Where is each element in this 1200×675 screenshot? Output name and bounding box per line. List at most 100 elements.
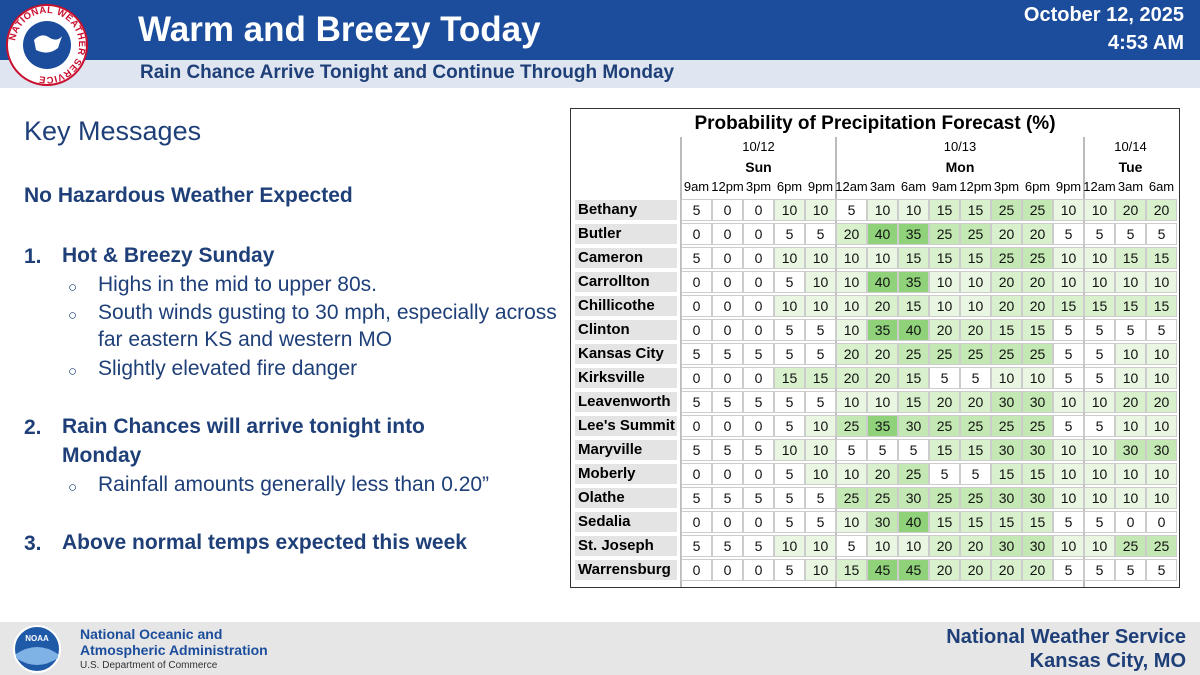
- pop-cell: 10: [898, 199, 929, 221]
- row-label: Moberly: [575, 464, 677, 484]
- pop-cell: 10: [1053, 463, 1084, 485]
- pop-cell: 30: [898, 487, 929, 509]
- pop-cell: 10: [929, 295, 960, 317]
- pop-cell: 15: [960, 439, 991, 461]
- pop-cell: 5: [1053, 511, 1084, 533]
- pop-cell: 5: [1084, 511, 1115, 533]
- office-location: Kansas City, MO: [1029, 650, 1186, 672]
- pop-cell: 5: [1084, 559, 1115, 581]
- pop-cell: 20: [960, 319, 991, 341]
- pop-cell: 20: [867, 367, 898, 389]
- bullet-text: Highs in the mid to upper 80s.: [98, 273, 377, 296]
- pop-cell: 10: [898, 535, 929, 557]
- pop-cell: 20: [929, 559, 960, 581]
- pop-cell: 10: [805, 199, 836, 221]
- pop-cell: 5: [774, 319, 805, 341]
- pop-cell: 5: [712, 487, 743, 509]
- group-day: Sun: [745, 159, 772, 175]
- pop-cell: 5: [805, 391, 836, 413]
- group-date: 10/14: [1114, 139, 1147, 154]
- pop-cell: 20: [1146, 391, 1177, 413]
- pop-cell: 30: [898, 415, 929, 437]
- pop-cell: 10: [960, 271, 991, 293]
- pop-cell: 0: [743, 415, 774, 437]
- pop-cell: 5: [805, 487, 836, 509]
- row-label: Cameron: [575, 248, 677, 268]
- table-title: Probability of Precipitation Forecast (%…: [694, 113, 1056, 134]
- row-label: Leavenworth: [575, 392, 677, 412]
- pop-cell: 5: [774, 343, 805, 365]
- row-label: Chillicothe: [575, 296, 677, 316]
- time: 4:53 AM: [1108, 32, 1184, 54]
- bullet-text: Slightly elevated fire danger: [98, 357, 358, 380]
- pop-cell: 30: [991, 439, 1022, 461]
- pop-cell: 10: [867, 247, 898, 269]
- pop-cell: 10: [774, 247, 805, 269]
- pop-cell: 10: [1146, 271, 1177, 293]
- pop-cell: 25: [929, 415, 960, 437]
- pop-cell: 5: [1084, 415, 1115, 437]
- pop-cell: 10: [805, 415, 836, 437]
- pop-cell: 25: [929, 223, 960, 245]
- pop-cell: 25: [929, 343, 960, 365]
- pop-cell: 15: [1115, 295, 1146, 317]
- pop-cell: 15: [774, 367, 805, 389]
- bullet-text: Rainfall amounts generally less than 0.2…: [98, 473, 490, 496]
- pop-cell: 5: [1084, 319, 1115, 341]
- pop-cell: 5: [712, 391, 743, 413]
- bullet-symbol: ○: [68, 279, 78, 296]
- pop-cell: 5: [1053, 343, 1084, 365]
- pop-cell: 20: [867, 295, 898, 317]
- section-title: Key Messages: [24, 116, 202, 146]
- pop-cell: 10: [1022, 367, 1053, 389]
- pop-cell: 10: [1053, 439, 1084, 461]
- row-label: Kirksville: [575, 368, 677, 388]
- pop-cell: 40: [867, 271, 898, 293]
- pop-cell: 10: [1053, 199, 1084, 221]
- pop-cell: 5: [1146, 559, 1177, 581]
- pop-cell: 10: [836, 271, 867, 293]
- pop-cell: 5: [774, 223, 805, 245]
- pop-cell: 5: [1084, 343, 1115, 365]
- pop-cell: 5: [960, 367, 991, 389]
- pop-cell: 10: [1084, 535, 1115, 557]
- pop-cell: 5: [1084, 367, 1115, 389]
- pop-cell: 20: [1022, 559, 1053, 581]
- pop-cell: 25: [929, 487, 960, 509]
- pop-cell: 35: [898, 223, 929, 245]
- pop-cell: 10: [1084, 199, 1115, 221]
- pop-cell: 5: [867, 439, 898, 461]
- pop-cell: 15: [929, 199, 960, 221]
- pop-cell: 10: [1115, 343, 1146, 365]
- pop-cell: 10: [836, 511, 867, 533]
- hour-label: 9pm: [807, 179, 834, 194]
- subtitle: Rain Chance Arrive Tonight and Continue …: [140, 62, 675, 83]
- hour-label: 9pm: [1055, 179, 1082, 194]
- pop-cell: 25: [960, 415, 991, 437]
- pop-cell: 0: [681, 463, 712, 485]
- pop-cell: 10: [867, 535, 898, 557]
- pop-cell: 20: [929, 319, 960, 341]
- pop-cell: 5: [836, 439, 867, 461]
- pop-cell: 5: [774, 391, 805, 413]
- pop-cell: 5: [805, 223, 836, 245]
- pop-cell: 10: [774, 535, 805, 557]
- pop-cell: 10: [1084, 439, 1115, 461]
- pop-cell: 10: [1115, 463, 1146, 485]
- group-day: Tue: [1118, 159, 1143, 175]
- pop-cell: 0: [681, 295, 712, 317]
- pop-cell: 30: [991, 391, 1022, 413]
- pop-cell: 5: [805, 319, 836, 341]
- row-label: Lee's Summit: [575, 416, 677, 436]
- pop-cell: 0: [743, 367, 774, 389]
- pop-cell: 0: [712, 511, 743, 533]
- pop-cell: 10: [1146, 415, 1177, 437]
- group-date: 10/12: [742, 139, 775, 154]
- pop-cell: 5: [1115, 319, 1146, 341]
- pop-cell: 40: [898, 511, 929, 533]
- pop-cell: 25: [991, 343, 1022, 365]
- pop-cell: 5: [1115, 223, 1146, 245]
- noaa-logo: NOAA: [13, 625, 61, 673]
- bullet-symbol: ○: [68, 479, 78, 496]
- agency-line: National Oceanic and: [80, 626, 223, 642]
